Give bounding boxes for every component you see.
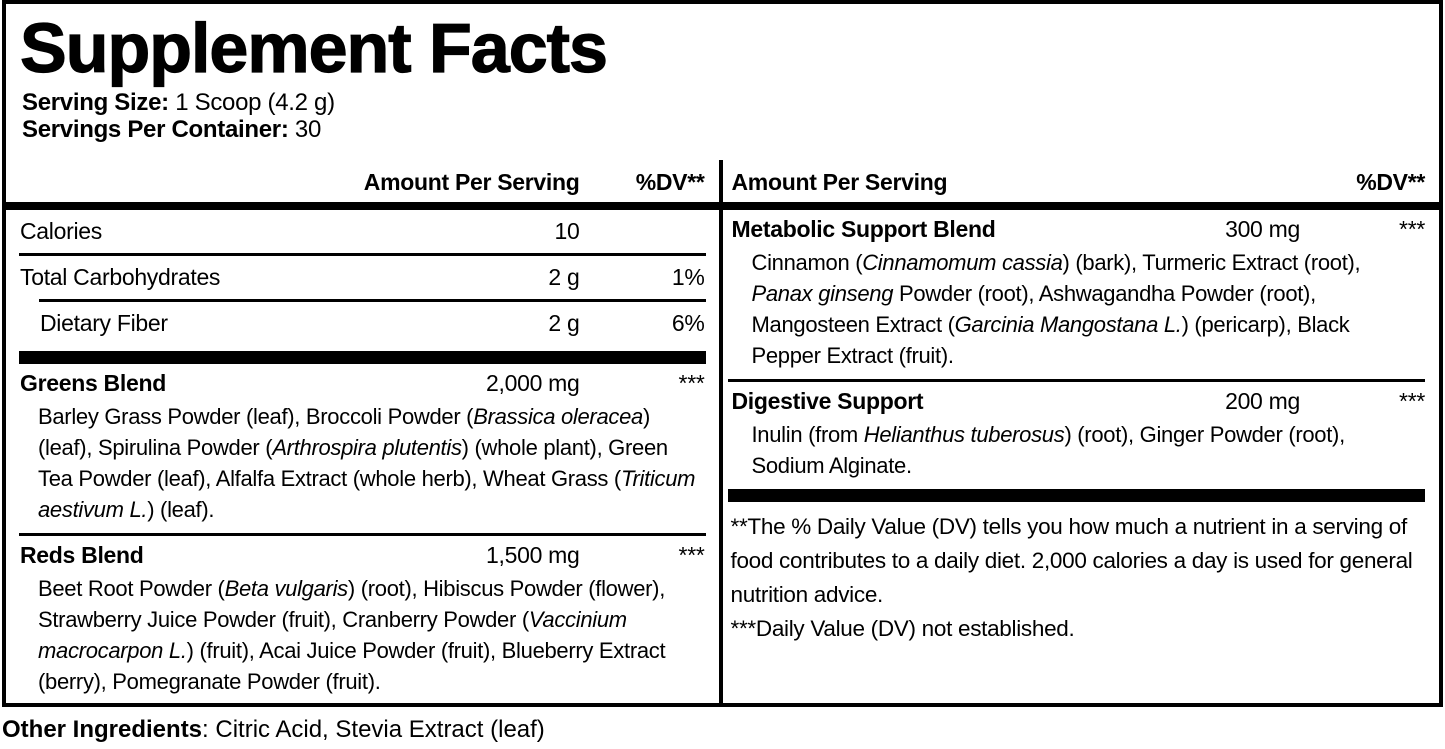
supplement-facts-label: Supplement Facts Serving Size: 1 Scoop (…	[2, 0, 1443, 707]
column-right: Amount Per Serving %DV** Metabolic Suppo…	[722, 160, 1440, 703]
other-ingredients-value: : Citric Acid, Stevia Extract (leaf)	[202, 716, 545, 743]
amount-per-serving-header: Amount Per Serving	[363, 169, 580, 195]
footnotes: **The % Daily Value (DV) tells you how m…	[723, 502, 1440, 646]
thin-rule	[19, 533, 706, 536]
serving-size-value: 1 Scoop (4.2 g)	[175, 89, 335, 116]
servings-per-container-label: Servings Per Container:	[22, 116, 289, 143]
footnote-dv-explanation: **The % Daily Value (DV) tells you how m…	[730, 514, 1413, 607]
blend-row-metabolic-support: Metabolic Support Blend 300 mg ***	[723, 210, 1440, 245]
nutrient-row-total-carbohydrates: Total Carbohydrates 2 g 1%	[6, 256, 719, 299]
footnote-dv-not-established: ***Daily Value (DV) not established.	[730, 616, 1075, 641]
other-ingredients-label: Other Ingredients	[2, 716, 203, 743]
thin-rule-indented	[39, 299, 706, 302]
percent-dv-header: %DV**	[1356, 169, 1425, 195]
nutrient-row-calories: Calories 10	[6, 210, 719, 253]
serving-info: Serving Size: 1 Scoop (4.2 g) Servings P…	[22, 89, 1439, 143]
section-divider-bar	[727, 489, 1425, 502]
blend-name: Metabolic Support Blend	[731, 216, 996, 242]
page-title: Supplement Facts	[19, 9, 608, 87]
blend-dv: ***	[678, 370, 705, 396]
blend-row-digestive-support: Digestive Support 200 mg ***	[723, 382, 1440, 417]
blend-row-reds: Reds Blend 1,500 mg ***	[6, 536, 719, 571]
nutrient-name: Dietary Fiber	[40, 310, 168, 336]
nutrient-dv: 1%	[671, 264, 705, 290]
nutrient-dv	[580, 218, 705, 245]
left-column-header: Amount Per Serving %DV**	[6, 160, 719, 210]
blend-dv: ***	[1399, 388, 1425, 414]
nutrient-name: Calories	[20, 218, 102, 244]
blend-ingredients-greens: Barley Grass Powder (leaf), Broccoli Pow…	[38, 404, 696, 522]
nutrient-amount: 2 g	[548, 264, 580, 290]
blend-ingredients-metabolic: Cinnamon (Cinnamomum cassia) (bark), Tur…	[751, 250, 1361, 368]
serving-size-label: Serving Size:	[22, 89, 169, 116]
servings-per-container-value: 30	[294, 116, 321, 143]
blend-ingredients-reds: Beet Root Powder (Beta vulgaris) (root),…	[38, 576, 666, 694]
nutrient-dv: 6%	[671, 310, 705, 336]
blend-name: Digestive Support	[731, 388, 924, 414]
right-column-header: Amount Per Serving %DV**	[722, 160, 1439, 210]
other-ingredients-line: Other Ingredients: Citric Acid, Stevia E…	[2, 716, 545, 744]
nutrient-amount: 2 g	[548, 310, 580, 336]
blend-name: Greens Blend	[20, 370, 166, 396]
blend-dv: ***	[1399, 216, 1425, 242]
nutrient-row-dietary-fiber: Dietary Fiber 2 g 6%	[6, 302, 719, 351]
servings-per-container-line: Servings Per Container: 30	[22, 116, 1439, 143]
nutrient-name: Total Carbohydrates	[20, 264, 221, 290]
blend-name: Reds Blend	[20, 542, 144, 568]
blend-amount: 1,500 mg	[486, 542, 580, 568]
blend-amount: 200 mg	[1225, 388, 1300, 414]
blend-row-greens: Greens Blend 2,000 mg ***	[6, 364, 719, 399]
column-left: Amount Per Serving %DV** Calories 10 Tot…	[6, 160, 723, 703]
nutrient-amount: 10	[554, 218, 580, 244]
blend-amount: 300 mg	[1225, 216, 1300, 242]
section-divider-bar	[19, 351, 706, 364]
blend-dv: ***	[678, 542, 705, 568]
facts-columns: Amount Per Serving %DV** Calories 10 Tot…	[6, 160, 1440, 703]
blend-ingredients-digestive: Inulin (from Helianthus tuberosus) (root…	[751, 422, 1346, 478]
percent-dv-header: %DV**	[635, 169, 705, 195]
thin-rule	[19, 253, 706, 256]
thin-rule	[727, 379, 1425, 382]
serving-size-line: Serving Size: 1 Scoop (4.2 g)	[22, 89, 1439, 116]
amount-per-serving-header: Amount Per Serving	[731, 169, 948, 195]
blend-amount: 2,000 mg	[486, 370, 580, 396]
